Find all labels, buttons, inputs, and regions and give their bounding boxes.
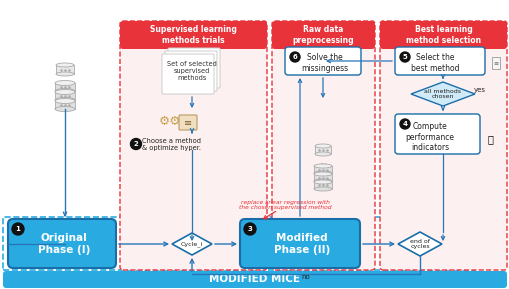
Bar bbox=[56, 65, 74, 74]
Text: ...: ... bbox=[61, 77, 69, 86]
Text: no: no bbox=[301, 274, 310, 280]
FancyBboxPatch shape bbox=[165, 51, 216, 91]
Text: Solve the
missingness: Solve the missingness bbox=[301, 53, 348, 73]
Ellipse shape bbox=[55, 90, 75, 95]
FancyBboxPatch shape bbox=[394, 114, 479, 154]
FancyBboxPatch shape bbox=[271, 21, 374, 270]
Ellipse shape bbox=[314, 179, 331, 183]
Text: replace linear regression with
the chosen supervised method: replace linear regression with the chose… bbox=[238, 200, 331, 210]
Text: yes: yes bbox=[473, 87, 485, 93]
Ellipse shape bbox=[314, 180, 331, 184]
Text: Original
Phase (I): Original Phase (I) bbox=[38, 233, 90, 255]
FancyBboxPatch shape bbox=[120, 21, 267, 49]
Polygon shape bbox=[410, 82, 474, 106]
Circle shape bbox=[290, 52, 299, 62]
Ellipse shape bbox=[55, 99, 75, 103]
Text: 🧑: 🧑 bbox=[486, 134, 492, 144]
Ellipse shape bbox=[314, 172, 331, 176]
FancyBboxPatch shape bbox=[167, 48, 219, 88]
FancyBboxPatch shape bbox=[3, 271, 506, 288]
FancyBboxPatch shape bbox=[120, 21, 267, 270]
Text: ⚙⚙: ⚙⚙ bbox=[158, 114, 181, 127]
Ellipse shape bbox=[314, 171, 331, 175]
Text: 1: 1 bbox=[16, 226, 20, 232]
Text: ≡: ≡ bbox=[184, 118, 192, 128]
Text: Modified
Phase (II): Modified Phase (II) bbox=[273, 233, 329, 255]
Text: Raw data
preprocessing: Raw data preprocessing bbox=[292, 25, 354, 45]
FancyBboxPatch shape bbox=[240, 219, 359, 268]
Ellipse shape bbox=[55, 97, 75, 103]
Text: 6: 6 bbox=[292, 54, 297, 60]
Text: Set of selected
supervised
methods: Set of selected supervised methods bbox=[167, 61, 216, 81]
Text: 4: 4 bbox=[402, 121, 407, 127]
Text: 3: 3 bbox=[247, 226, 252, 232]
FancyBboxPatch shape bbox=[379, 21, 506, 270]
Ellipse shape bbox=[55, 107, 75, 112]
FancyBboxPatch shape bbox=[285, 47, 360, 75]
Ellipse shape bbox=[56, 63, 74, 67]
Text: ...: ... bbox=[319, 157, 326, 166]
Bar bbox=[315, 146, 330, 154]
Bar bbox=[314, 182, 331, 189]
FancyBboxPatch shape bbox=[379, 21, 506, 49]
Polygon shape bbox=[397, 232, 441, 256]
Circle shape bbox=[399, 119, 409, 129]
Circle shape bbox=[130, 138, 141, 149]
Text: Cycle_i: Cycle_i bbox=[181, 241, 203, 247]
Bar bbox=[55, 83, 75, 91]
FancyBboxPatch shape bbox=[8, 219, 116, 268]
Circle shape bbox=[12, 223, 24, 235]
Text: Select the
best method: Select the best method bbox=[410, 53, 458, 73]
Circle shape bbox=[243, 223, 256, 235]
Bar bbox=[55, 101, 75, 109]
Polygon shape bbox=[172, 233, 212, 255]
Text: ≡: ≡ bbox=[492, 60, 498, 66]
FancyBboxPatch shape bbox=[271, 21, 374, 49]
Text: 2: 2 bbox=[133, 141, 138, 147]
Text: Choose a method
& optimize hyper.: Choose a method & optimize hyper. bbox=[142, 138, 201, 151]
Circle shape bbox=[399, 52, 409, 62]
Text: MODIFIED MICE: MODIFIED MICE bbox=[209, 274, 300, 284]
Text: end of
cycles: end of cycles bbox=[409, 239, 429, 249]
Ellipse shape bbox=[55, 88, 75, 94]
Ellipse shape bbox=[56, 72, 74, 76]
FancyBboxPatch shape bbox=[179, 115, 196, 130]
Text: Compute
performance
indicators: Compute performance indicators bbox=[405, 122, 454, 152]
Bar bbox=[55, 92, 75, 100]
Text: Supervised learning
methods trials: Supervised learning methods trials bbox=[150, 25, 237, 45]
Ellipse shape bbox=[315, 152, 330, 156]
Ellipse shape bbox=[314, 164, 331, 168]
Text: all methods
chosen: all methods chosen bbox=[423, 89, 461, 99]
Ellipse shape bbox=[55, 81, 75, 86]
Bar bbox=[314, 166, 331, 173]
FancyBboxPatch shape bbox=[162, 54, 214, 94]
Ellipse shape bbox=[315, 144, 330, 148]
Text: 5: 5 bbox=[402, 54, 407, 60]
FancyBboxPatch shape bbox=[394, 47, 484, 75]
Text: Best learning
method selection: Best learning method selection bbox=[405, 25, 480, 45]
Ellipse shape bbox=[314, 187, 331, 191]
Bar bbox=[3, 217, 474, 270]
Bar bbox=[314, 174, 331, 181]
Bar bbox=[491, 57, 499, 69]
